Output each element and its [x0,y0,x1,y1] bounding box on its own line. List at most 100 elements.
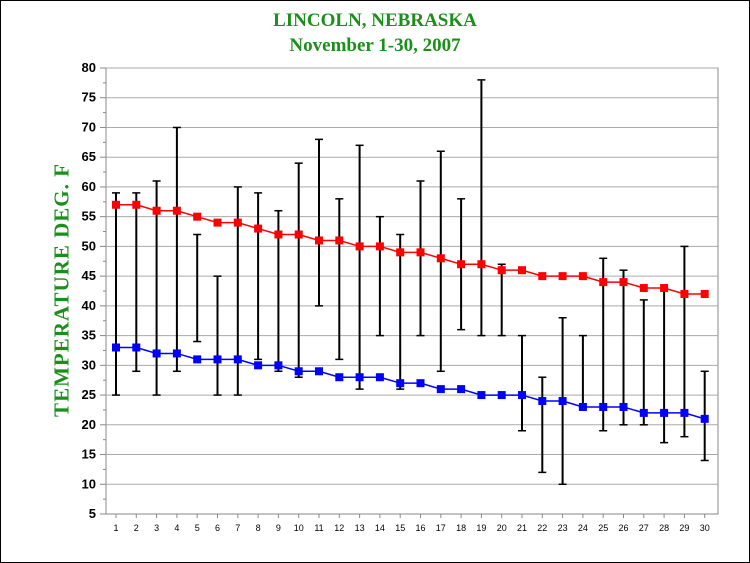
data-point [477,391,486,400]
chart-title: LINCOLN, NEBRASKA [273,10,477,31]
x-tick-label: 19 [476,523,486,533]
data-point [639,284,648,293]
data-point [152,206,161,215]
x-tick-label: 13 [355,523,365,533]
x-tick-label: 27 [639,523,649,533]
x-tick-label: 1 [113,523,118,533]
x-tick-label: 12 [334,523,344,533]
data-point [233,218,242,227]
y-tick-label: 5 [89,506,96,521]
x-tick-label: 29 [679,523,689,533]
y-tick-label: 20 [82,417,96,432]
data-point [315,236,323,245]
x-tick-label: 4 [174,523,179,533]
data-point [294,367,303,376]
data-point [213,218,222,227]
x-tick-label: 8 [256,523,261,533]
data-point [193,355,202,364]
data-point [518,391,526,400]
x-tick-label: 21 [517,523,527,533]
x-tick-label: 15 [395,523,405,533]
y-tick-label: 65 [82,149,96,164]
data-point [335,373,344,382]
x-tick-label: 17 [436,523,446,533]
data-point [112,200,120,209]
data-point [112,343,120,352]
data-point [457,385,466,394]
x-tick-label: 30 [700,523,710,533]
x-tick-label: 9 [276,523,281,533]
data-point [254,224,263,233]
series-lines [112,200,709,423]
data-point [660,284,669,293]
data-point [680,408,689,417]
data-point [294,230,303,239]
x-tick-label: 7 [235,523,240,533]
x-tick-label: 18 [456,523,466,533]
axes [100,67,706,518]
data-point [132,200,141,209]
data-point [538,397,547,406]
y-tick-label: 30 [82,357,96,372]
x-tick-label: 5 [195,523,200,533]
data-point [578,402,587,411]
data-point [396,379,405,388]
x-tick-label: 28 [659,523,669,533]
y-tick-label: 50 [82,238,96,253]
data-point [396,248,405,257]
x-tick-label: 10 [294,523,304,533]
x-tick-label: 16 [415,523,425,533]
chart-title-block: LINCOLN, NEBRASKA November 1-30, 2007 [0,8,750,58]
y-tick-label: 25 [82,387,96,402]
data-point [254,361,263,370]
data-point [416,248,425,257]
data-point [375,373,384,382]
data-point [680,289,689,298]
gridlines [106,67,718,485]
data-point [436,385,445,394]
data-point [335,236,344,245]
data-point [375,242,384,251]
y-tick-label: 70 [82,119,96,134]
y-tick-label: 10 [82,476,96,491]
data-point [193,212,202,221]
data-point [274,230,283,239]
data-point [619,402,628,411]
data-point [233,355,242,364]
y-tick-label: 75 [82,90,96,105]
x-tick-label: 3 [154,523,159,533]
data-point [213,355,222,364]
data-point [518,266,526,275]
y-tick-label: 35 [82,328,96,343]
x-tick-label: 20 [497,523,507,533]
x-tick-label: 23 [558,523,568,533]
data-point [578,272,587,281]
data-point [477,260,486,269]
x-tick-label: 24 [578,523,588,533]
data-point [497,266,506,275]
data-point [436,254,445,263]
data-point [315,367,323,376]
data-point [132,343,141,352]
data-point [700,289,709,298]
x-tick-label: 2 [134,523,139,533]
data-point [457,260,466,269]
data-point [599,402,608,411]
x-tick-label: 22 [537,523,547,533]
x-tick-label: 14 [375,523,385,533]
x-tick-label: 25 [598,523,608,533]
y-tick-label: 15 [82,447,96,462]
x-tick-label: 26 [618,523,628,533]
data-point [558,272,567,281]
data-point [152,349,161,358]
data-point [538,272,547,281]
y-tick-label: 40 [82,298,96,313]
data-point [599,278,608,287]
data-point [274,361,283,370]
data-point [355,242,364,251]
y-tick-label: 55 [82,209,96,224]
y-tick-label: 45 [82,268,96,283]
x-tick-label: 6 [215,523,220,533]
